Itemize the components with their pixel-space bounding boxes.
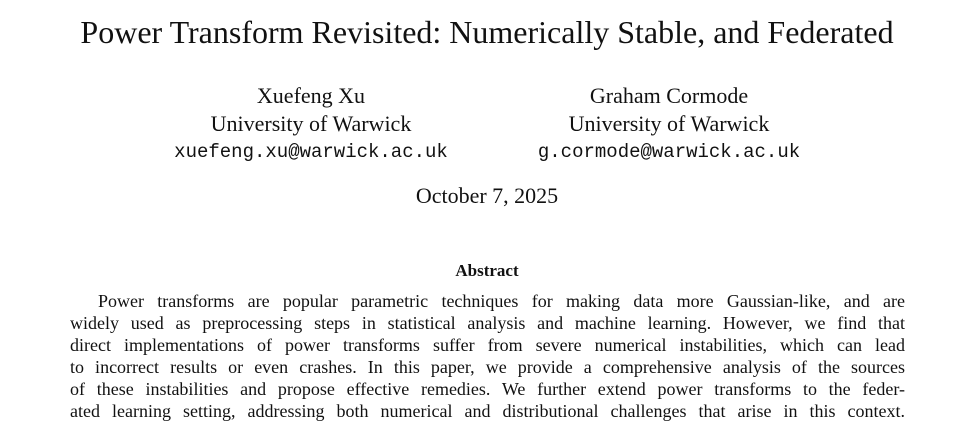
author-affiliation: University of Warwick xyxy=(568,111,770,136)
abstract-line: Power transforms are popular parametric … xyxy=(98,291,905,311)
author-block: Xuefeng Xu University of Warwick xuefeng… xyxy=(141,82,481,166)
author-email: xuefeng.xu@warwick.ac.uk xyxy=(174,141,448,163)
abstract-line: to incorrect results or even crashes. In… xyxy=(70,357,905,377)
author-name: Graham Cormode xyxy=(589,83,749,108)
abstract-body: Power transforms are popular parametric … xyxy=(70,290,905,422)
date: October 7, 2025 xyxy=(415,183,559,208)
abstract-line: ated learning setting, addressing both n… xyxy=(70,401,905,421)
abstract-line: of these instabilities and propose effec… xyxy=(70,379,905,399)
author-name: Xuefeng Xu xyxy=(256,83,366,108)
author-email: g.cormode@warwick.ac.uk xyxy=(537,141,801,163)
author-block: Graham Cormode University of Warwick g.c… xyxy=(499,82,839,166)
paper-title: Power Transform Revisited: Numerically S… xyxy=(80,14,894,50)
author-affiliation: University of Warwick xyxy=(210,111,412,136)
abstract-line: widely used as preprocessing steps in st… xyxy=(70,313,905,333)
abstract-line: direct implementations of power transfor… xyxy=(70,335,905,355)
abstract-heading: Abstract xyxy=(455,261,519,280)
